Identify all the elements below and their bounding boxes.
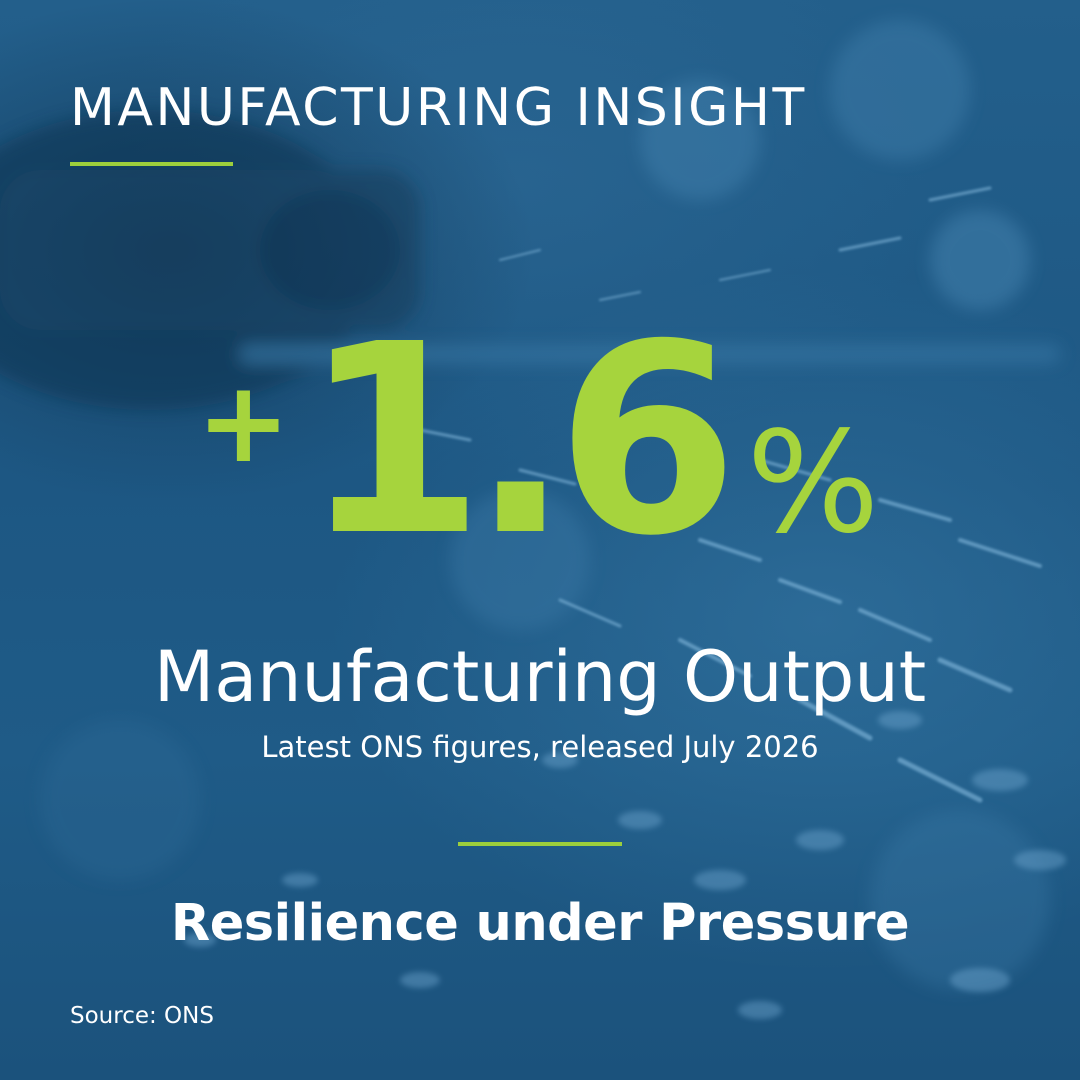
stat-percent: % bbox=[746, 402, 880, 565]
tagline: Resilience under Pressure bbox=[170, 894, 910, 953]
header-divider bbox=[70, 162, 233, 166]
section-divider bbox=[458, 842, 622, 846]
stat-sign: + bbox=[196, 358, 291, 488]
header-title: MANUFACTURING INSIGHT bbox=[70, 78, 807, 138]
metric-subtitle: Latest ONS figures, released July 2026 bbox=[261, 730, 819, 764]
source-note: Source: ONS bbox=[70, 1003, 214, 1029]
headline-stat: + 1.6 % bbox=[0, 310, 1080, 610]
stat-number: 1.6 bbox=[302, 288, 738, 593]
metric-label: Manufacturing Output bbox=[153, 636, 927, 718]
